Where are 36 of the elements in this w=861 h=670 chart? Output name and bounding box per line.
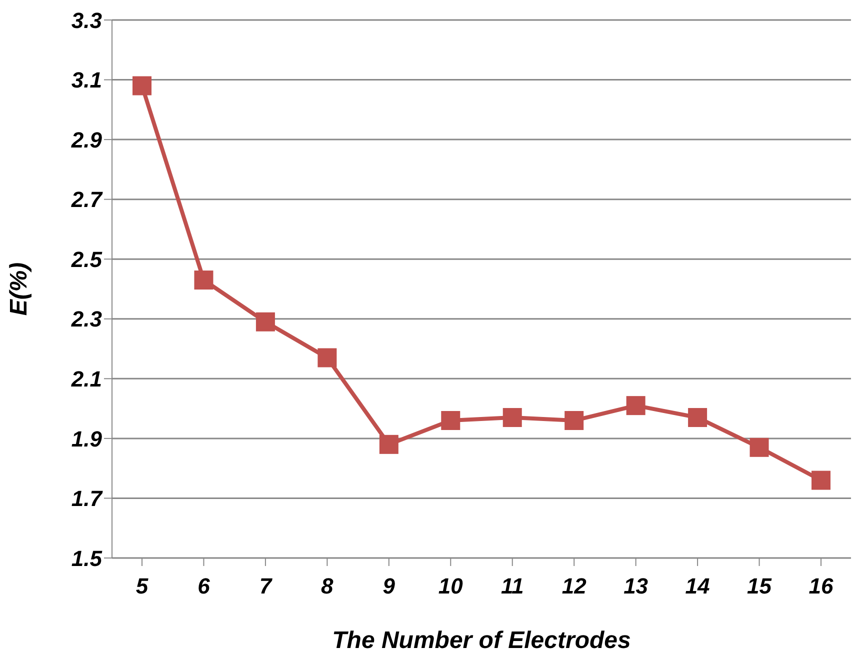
point: [379, 434, 398, 454]
x-tick-label: 15: [747, 574, 772, 599]
point: [441, 411, 460, 430]
x-tick-label: 12: [562, 574, 588, 599]
point: [688, 408, 708, 428]
point: [626, 396, 646, 416]
y-tick-label: 1.7: [71, 486, 104, 512]
point: [564, 411, 584, 430]
point: [318, 348, 337, 368]
y-tick-label: 3.1: [71, 68, 102, 93]
point: [256, 312, 275, 332]
x-tick-label: 7: [259, 574, 274, 599]
x-tick-label: 13: [624, 574, 648, 599]
x-tick-label: 5: [136, 574, 149, 599]
y-tick-label: 1.5: [71, 546, 103, 571]
y-tick-label: 2.9: [70, 127, 103, 152]
x-tick-label: 10: [438, 574, 464, 599]
x-axis-title: The Number of Electrodes: [332, 627, 631, 654]
point: [132, 76, 152, 96]
point: [502, 408, 522, 428]
y-axis-title: E(%): [6, 262, 33, 316]
x-tick-label: 8: [321, 574, 334, 599]
x-tick-label: 16: [808, 574, 834, 599]
point: [812, 470, 830, 490]
y-tick-label: 2.7: [70, 187, 104, 212]
y-tick-label: 2.1: [70, 366, 102, 392]
x-tick-label: 6: [198, 574, 211, 599]
y-tick-label: 2.3: [70, 306, 102, 332]
x-tick-label: 9: [382, 574, 396, 599]
y-tick-label: 2.5: [70, 246, 103, 272]
y-tick-label: 3.3: [71, 8, 102, 33]
x-tick-label: 14: [685, 574, 710, 599]
y-tick-label: 1.9: [71, 426, 103, 452]
point: [750, 438, 769, 457]
point: [194, 270, 214, 290]
x-tick-label: 11: [500, 574, 524, 599]
